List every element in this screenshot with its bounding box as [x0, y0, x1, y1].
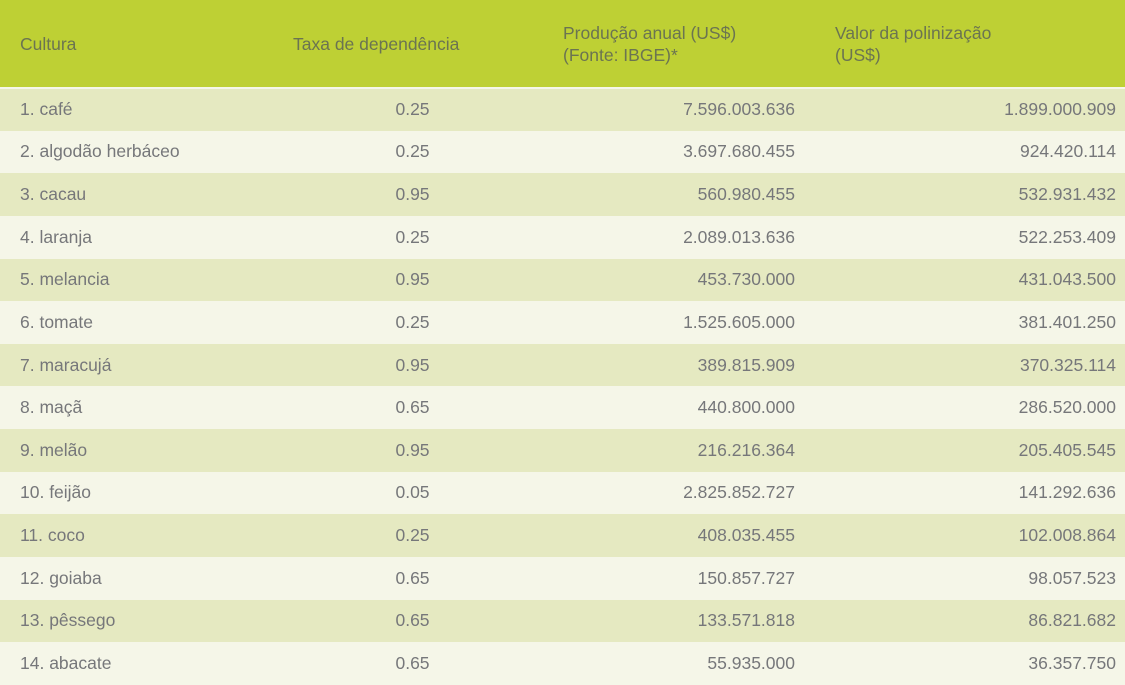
dependency-rate-cell: 0.25 — [280, 130, 545, 174]
dependency-rate-cell: 0.65 — [280, 556, 545, 600]
annual-production-cell: 3.697.680.455 — [545, 130, 815, 174]
crop-name-cell: 6. tomate — [0, 301, 280, 344]
table-row: 13. pêssego 0.65 133.571.818 86.821.682 — [0, 599, 1125, 643]
pollination-value-cell: 102.008.864 — [815, 514, 1125, 557]
annual-production-cell: 55.935.000 — [545, 642, 815, 685]
table-row: 12. goiaba 0.65 150.857.727 98.057.523 — [0, 556, 1125, 600]
annual-production-cell: 560.980.455 — [545, 173, 815, 216]
crop-name-cell: 3. cacau — [0, 173, 280, 216]
crop-name-cell: 5. melancia — [0, 258, 280, 302]
dependency-rate-cell: 0.05 — [280, 471, 545, 515]
pollination-value-cell: 286.520.000 — [815, 386, 1125, 429]
pollination-value-cell: 532.931.432 — [815, 173, 1125, 216]
table-body: 1. café 0.25 7.596.003.636 1.899.000.909 2. … — [0, 88, 1125, 685]
dependency-rate-cell: 0.25 — [280, 88, 545, 131]
dependency-rate-cell: 0.65 — [280, 386, 545, 429]
annual-production-cell: 453.730.000 — [545, 258, 815, 302]
header-row: Cultura Taxa de dependência Produção anu… — [0, 0, 1125, 89]
annual-production-cell: 216.216.364 — [545, 429, 815, 472]
crop-name-cell: 12. goiaba — [0, 556, 280, 600]
crop-name-cell: 7. maracujá — [0, 343, 280, 387]
column-header-producao-anual: Produção anual (US$) (Fonte: IBGE)* — [545, 0, 815, 89]
crop-name-cell: 4. laranja — [0, 215, 280, 259]
dependency-rate-cell: 0.25 — [280, 514, 545, 557]
pollination-value-cell: 86.821.682 — [815, 599, 1125, 643]
table-row: 5. melancia 0.95 453.730.000 431.043.500 — [0, 258, 1125, 302]
table-row: 4. laranja 0.25 2.089.013.636 522.253.409 — [0, 215, 1125, 259]
table-header: Cultura Taxa de dependência Produção anu… — [0, 0, 1125, 89]
table-row: 14. abacate 0.65 55.935.000 36.357.750 — [0, 642, 1125, 685]
crop-name-cell: 8. maçã — [0, 386, 280, 429]
annual-production-cell: 1.525.605.000 — [545, 301, 815, 344]
table-row: 11. coco 0.25 408.035.455 102.008.864 — [0, 514, 1125, 557]
column-header-taxa-dependencia: Taxa de dependência — [280, 0, 545, 89]
dependency-rate-cell: 0.95 — [280, 258, 545, 302]
pollination-value-cell: 924.420.114 — [815, 130, 1125, 174]
pollination-value-cell: 522.253.409 — [815, 215, 1125, 259]
table-row: 9. melão 0.95 216.216.364 205.405.545 — [0, 429, 1125, 472]
column-header-valor-polinizacao: Valor da polinização (US$) — [815, 0, 1125, 89]
pollination-value-cell: 1.899.000.909 — [815, 88, 1125, 131]
pollination-value-cell: 141.292.636 — [815, 471, 1125, 515]
pollination-value-cell: 205.405.545 — [815, 429, 1125, 472]
crop-name-cell: 11. coco — [0, 514, 280, 557]
dependency-rate-cell: 0.65 — [280, 642, 545, 685]
table-row: 3. cacau 0.95 560.980.455 532.931.432 — [0, 173, 1125, 216]
column-header-cultura: Cultura — [0, 0, 280, 89]
pollination-value-cell: 381.401.250 — [815, 301, 1125, 344]
crop-name-cell: 9. melão — [0, 429, 280, 472]
crop-name-cell: 1. café — [0, 88, 280, 131]
crop-name-cell: 2. algodão herbáceo — [0, 130, 280, 174]
annual-production-cell: 2.825.852.727 — [545, 471, 815, 515]
pollination-value-cell: 431.043.500 — [815, 258, 1125, 302]
annual-production-cell: 2.089.013.636 — [545, 215, 815, 259]
annual-production-cell: 7.596.003.636 — [545, 88, 815, 131]
table-row: 6. tomate 0.25 1.525.605.000 381.401.250 — [0, 301, 1125, 344]
table-row: 1. café 0.25 7.596.003.636 1.899.000.909 — [0, 88, 1125, 131]
table-row: 2. algodão herbáceo 0.25 3.697.680.455 924.… — [0, 130, 1125, 174]
dependency-rate-cell: 0.65 — [280, 599, 545, 643]
dependency-rate-cell: 0.25 — [280, 215, 545, 259]
table-row: 8. maçã 0.65 440.800.000 286.520.000 — [0, 386, 1125, 429]
annual-production-cell: 408.035.455 — [545, 514, 815, 557]
crop-name-cell: 10. feijão — [0, 471, 280, 515]
crop-name-cell: 14. abacate — [0, 642, 280, 685]
crop-name-cell: 13. pêssego — [0, 599, 280, 643]
pollination-value-cell: 36.357.750 — [815, 642, 1125, 685]
annual-production-cell: 389.815.909 — [545, 343, 815, 387]
dependency-rate-cell: 0.95 — [280, 429, 545, 472]
table-row: 7. maracujá 0.95 389.815.909 370.325.114 — [0, 343, 1125, 387]
dependency-rate-cell: 0.95 — [280, 173, 545, 216]
annual-production-cell: 150.857.727 — [545, 556, 815, 600]
pollination-value-cell: 370.325.114 — [815, 343, 1125, 387]
dependency-rate-cell: 0.95 — [280, 343, 545, 387]
pollination-value-cell: 98.057.523 — [815, 556, 1125, 600]
annual-production-cell: 440.800.000 — [545, 386, 815, 429]
dependency-rate-cell: 0.25 — [280, 301, 545, 344]
annual-production-cell: 133.571.818 — [545, 599, 815, 643]
table-row: 10. feijão 0.05 2.825.852.727 141.292.636 — [0, 471, 1125, 515]
